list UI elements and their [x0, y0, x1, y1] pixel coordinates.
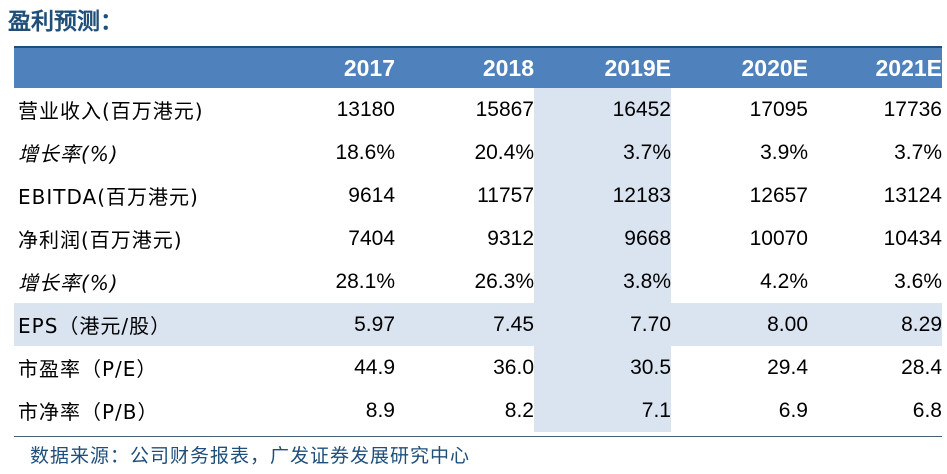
- column-header: 2017: [258, 48, 395, 88]
- table-row: 净利润(百万港元) 7404 9312 9668 10070 10434: [14, 217, 942, 260]
- table-cell: 11757: [477, 183, 534, 207]
- table-cell: 3.7%: [534, 131, 671, 174]
- table-cell: 4.2%: [760, 269, 808, 293]
- row-label: 营业收入(百万港元): [18, 99, 204, 123]
- column-header: 2021E: [808, 48, 942, 88]
- row-label: 增长率(%): [18, 271, 119, 295]
- table-cell: 28.4: [901, 355, 942, 379]
- table-cell: 26.3%: [474, 269, 534, 293]
- table-cell: 7.1: [534, 389, 671, 432]
- table-cell: 5.97: [258, 303, 395, 346]
- table-cell: 17736: [883, 97, 942, 121]
- page-title: 盈利预测：: [8, 8, 123, 35]
- table-cell: 8.9: [365, 398, 395, 422]
- table-cell: 10070: [749, 226, 808, 250]
- table-cell: 8.29: [808, 303, 942, 346]
- table-cell: 7.70: [534, 303, 671, 346]
- top-rule: [14, 46, 942, 48]
- table-cell: 3.6%: [894, 269, 942, 293]
- table-cell: 3.9%: [760, 140, 808, 164]
- table-cell: 6.8: [912, 398, 942, 422]
- source-note: 数据来源：公司财务报表，广发证券发展研究中心: [30, 445, 471, 467]
- table-cell: 12657: [749, 183, 808, 207]
- table-row: EBITDA(百万港元) 9614 11757 12183 12657 1312…: [14, 174, 942, 217]
- row-label: 市盈率（P/E）: [18, 357, 158, 381]
- table-cell: 7404: [348, 226, 395, 250]
- table-cell: 8.00: [671, 303, 808, 346]
- table-row: 营业收入(百万港元) 13180 15867 16452 17095 17736: [14, 88, 942, 131]
- table-cell: 30.5: [534, 346, 671, 389]
- table-cell: 3.7%: [894, 140, 942, 164]
- row-label: 增长率(%): [18, 142, 119, 166]
- column-header: 2020E: [671, 48, 808, 88]
- table-cell: 12183: [534, 174, 671, 217]
- table-cell: 44.9: [354, 355, 395, 379]
- row-label: EBITDA(百万港元): [18, 185, 199, 209]
- table-row: 增长率(%) 28.1% 26.3% 3.8% 4.2% 3.6%: [14, 260, 942, 303]
- column-header: 2018: [395, 48, 534, 88]
- table-cell: 36.0: [493, 355, 534, 379]
- table-row: 市盈率（P/E） 44.9 36.0 30.5 29.4 28.4: [14, 346, 942, 389]
- table-cell: 10434: [883, 226, 942, 250]
- column-header: 2019E: [534, 48, 671, 88]
- table-cell: 20.4%: [474, 140, 534, 164]
- table-cell: 3.8%: [534, 260, 671, 303]
- table-cell: 8.2: [504, 398, 534, 422]
- earnings-forecast-table: 2017 2018 2019E 2020E 2021E 营业收入(百万港元) 1…: [14, 48, 942, 432]
- row-label: 净利润(百万港元): [18, 228, 183, 252]
- table-cell: 15867: [475, 97, 534, 121]
- table-cell: 6.9: [778, 398, 808, 422]
- row-label: EPS（港元/股）: [14, 303, 258, 346]
- table-cell: 9614: [348, 183, 395, 207]
- table-row-highlighted: EPS（港元/股） 5.97 7.45 7.70 8.00 8.29: [14, 303, 942, 346]
- table-cell: 13180: [336, 97, 395, 121]
- table-row: 增长率(%) 18.6% 20.4% 3.7% 3.9% 3.7%: [14, 131, 942, 174]
- table-cell: 18.6%: [335, 140, 395, 164]
- table-cell: 13124: [883, 183, 942, 207]
- table-cell: 29.4: [767, 355, 808, 379]
- table-cell: 16452: [534, 88, 671, 131]
- row-label: 市净率（P/B）: [18, 400, 159, 424]
- table-row: 市净率（P/B） 8.9 8.2 7.1 6.9 6.8: [14, 389, 942, 432]
- table-cell: 9668: [534, 217, 671, 260]
- table-cell: 9312: [487, 226, 534, 250]
- table-cell: 28.1%: [335, 269, 395, 293]
- table-cell: 17095: [749, 97, 808, 121]
- bottom-rule: [14, 436, 942, 437]
- header-row: 2017 2018 2019E 2020E 2021E: [14, 48, 942, 88]
- header-corner: [14, 48, 258, 88]
- table-cell: 7.45: [395, 303, 534, 346]
